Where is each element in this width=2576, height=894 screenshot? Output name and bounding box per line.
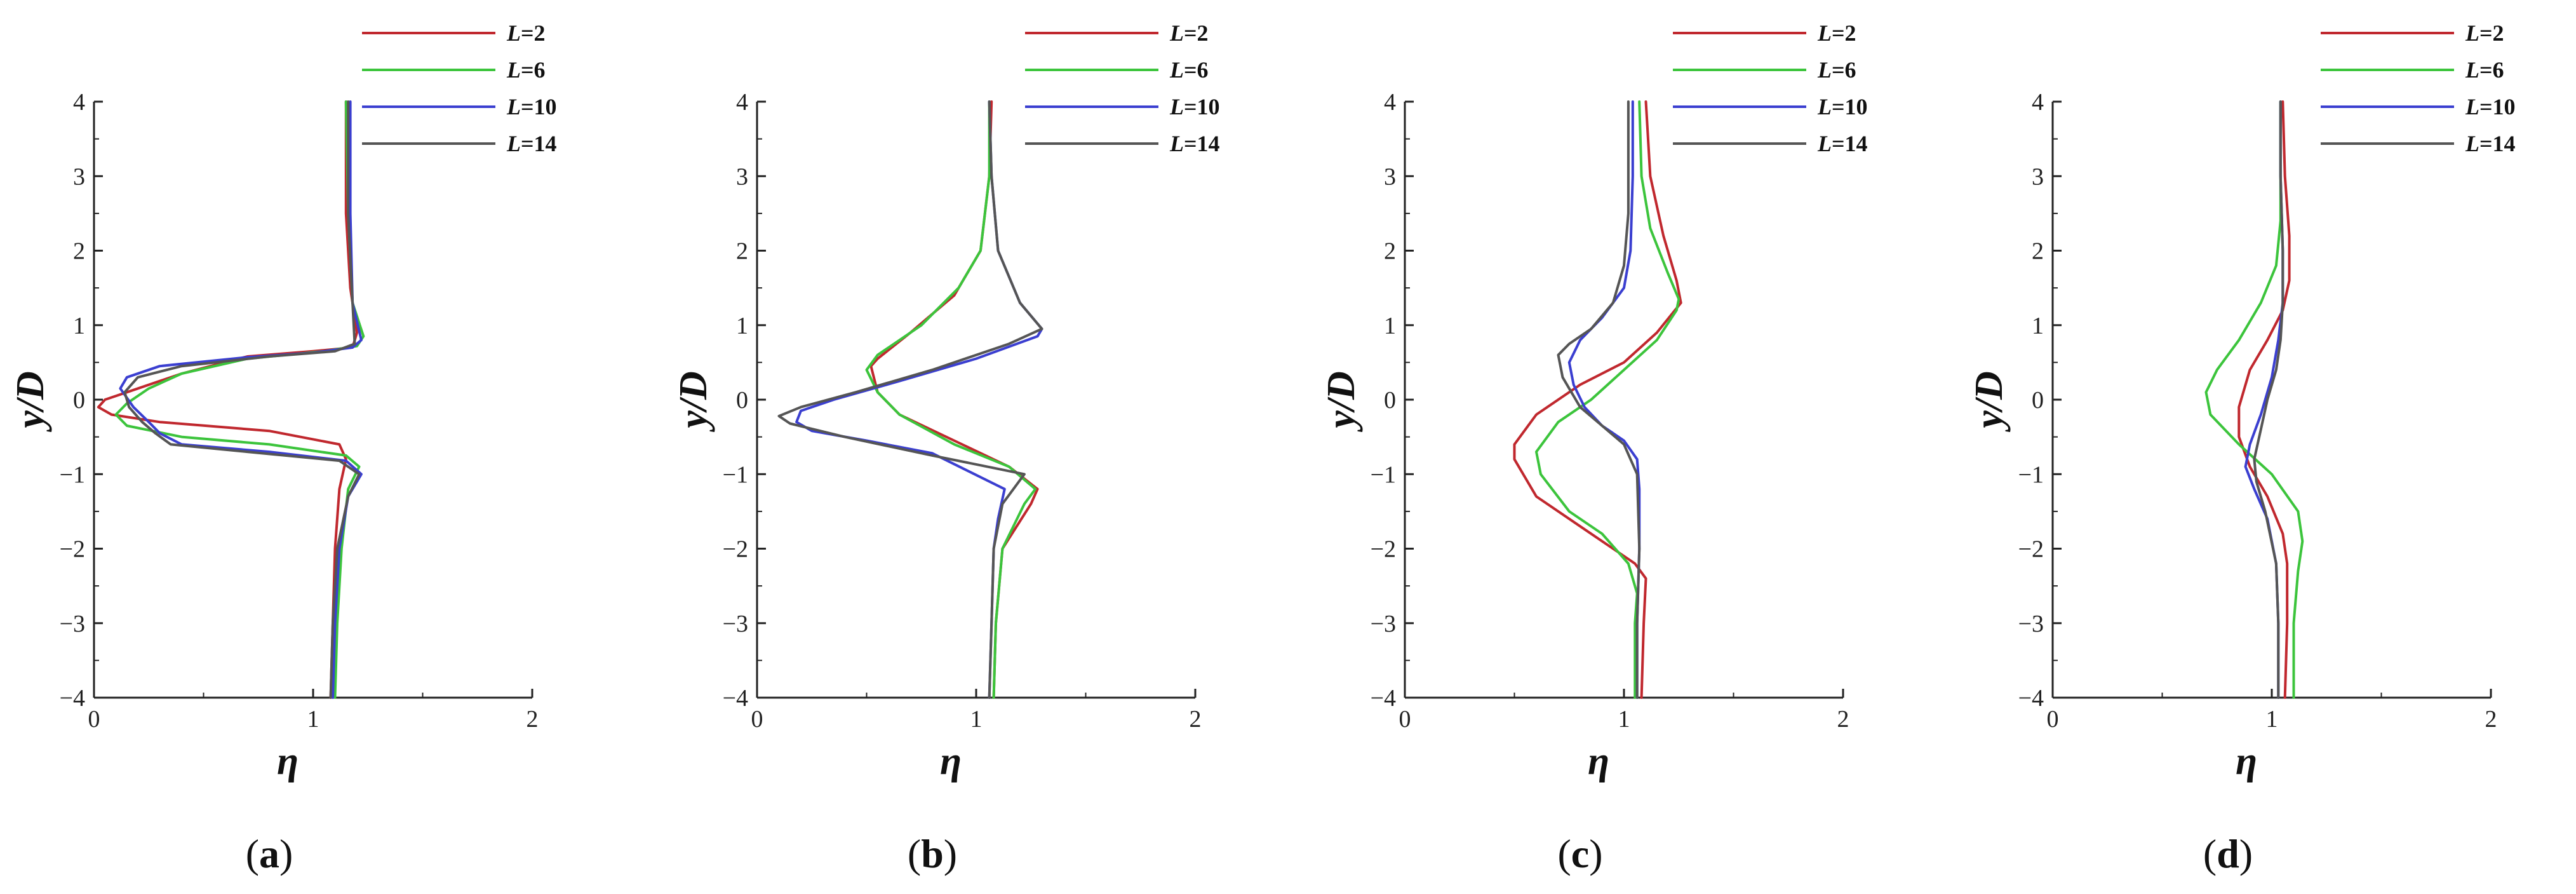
legend-label: L=2 [506,20,546,46]
y-tick-label: 0 [2032,387,2044,414]
y-tick-label: −3 [723,611,748,637]
y-tick-label: −4 [60,685,85,712]
y-tick-label: 1 [736,313,748,339]
legend-label: L=2 [1817,20,1856,46]
series-line-l-14 [2253,100,2284,699]
y-tick-label: −1 [1371,461,1396,488]
y-tick-label: −3 [2018,611,2044,637]
y-axis-title: y/D [672,371,715,433]
series-line-l-2 [869,100,1039,699]
x-axis-title: η [277,740,299,783]
x-tick-label: 1 [307,706,319,733]
panel-caption: (a) [246,831,293,876]
legend: L=2 L=6 L=10 L=14 [1025,20,1220,156]
panel-c: −4 −3 −2 −1 0 1 2 3 4 0 1 2 η y/D L=2 L=6 L=10 L=14 (c) [1320,20,1868,876]
legend-label: L=10 [1169,94,1220,119]
legend-label: L=2 [2465,20,2504,46]
legend-label: L=14 [1169,131,1220,156]
y-tick-label: 1 [73,313,85,339]
y-tick-label: −2 [2018,536,2044,563]
legend-label: L=6 [1169,57,1209,83]
y-tick-label: −3 [60,611,85,637]
series-line-l-14 [1557,100,1641,699]
panel-caption: (b) [908,831,957,876]
x-axis-title: η [1588,740,1609,783]
y-tick-label: −1 [2018,461,2044,488]
x-tick-label: 2 [1837,706,1849,733]
series-line-l-2 [2237,100,2291,699]
y-tick-label: 3 [73,163,85,190]
series-line-l-2 [1513,100,1682,699]
x-tick-label: 2 [1190,706,1202,733]
series-line-l-2 [97,100,358,699]
y-tick-label: −2 [723,536,748,563]
series-line-l-10 [119,100,363,699]
y-tick-label: 2 [1384,238,1396,265]
y-tick-label: 2 [736,238,748,265]
y-tick-label: 3 [1384,163,1396,190]
legend-label: L=10 [2465,94,2516,119]
y-tick-label: 1 [1384,313,1396,339]
panel-caption: (c) [1557,831,1602,876]
y-axis-title: y/D [9,371,52,433]
series-line-l-10 [795,100,1043,699]
x-axis-title: η [2236,740,2257,783]
x-tick-label: 1 [2266,706,2278,733]
y-tick-label: −4 [2018,685,2044,712]
y-tick-label: 3 [2032,163,2044,190]
x-tick-label: 1 [1618,706,1630,733]
x-tick-label: 2 [527,706,539,733]
y-tick-label: 2 [73,238,85,265]
series-line-l-14 [777,100,1043,699]
legend-label: L=10 [506,94,557,119]
y-tick-label: 4 [2032,89,2044,116]
legend: L=2 L=6 L=10 L=14 [362,20,557,156]
x-tick-label: 0 [2047,706,2059,733]
x-tick-label: 1 [970,706,983,733]
panel-b: −4 −3 −2 −1 0 1 2 3 4 0 1 2 η y/D L=2 L=6 L=10 L=14 (b) [672,20,1220,876]
y-tick-label: 0 [1384,387,1396,414]
x-tick-label: 0 [751,706,763,733]
legend-label: L=2 [1169,20,1209,46]
series-line-l-6 [1535,100,1680,699]
series-line-l-6 [114,100,365,699]
legend-label: L=6 [506,57,546,83]
legend: L=2 L=6 L=10 L=14 [1673,20,1868,156]
series-line-l-6 [2204,100,2304,699]
panel-caption: (d) [2203,831,2253,876]
y-tick-label: 0 [736,387,748,414]
panel-a: −4 −3 −2 −1 0 1 2 3 4 0 1 2 η y/D L=2 L=6 L=10 L=14 (a) [9,20,557,876]
y-tick-label: −2 [1371,536,1396,563]
y-tick-label: −4 [723,685,748,712]
y-tick-label: 4 [73,89,85,116]
y-axis-title: y/D [1968,371,2011,433]
legend-label: L=14 [1817,131,1868,156]
series-line-l-14 [123,100,361,699]
y-tick-label: 1 [2032,313,2044,339]
y-tick-label: 3 [736,163,748,190]
x-tick-label: 0 [1399,706,1411,733]
y-axis-title: y/D [1320,371,1363,433]
y-tick-label: −1 [723,461,748,488]
series-line-l-6 [865,100,1037,699]
x-tick-label: 0 [88,706,100,733]
y-tick-label: −1 [60,461,85,488]
y-tick-label: 4 [1384,89,1396,116]
legend-label: L=14 [2465,131,2516,156]
y-tick-label: 4 [736,89,748,116]
x-tick-label: 2 [2485,706,2497,733]
legend-label: L=10 [1817,94,1868,119]
legend-label: L=6 [1817,57,1856,83]
legend-label: L=6 [2465,57,2504,83]
y-tick-label: −4 [1371,685,1396,712]
legend-label: L=14 [506,131,557,156]
x-axis-title: η [940,740,962,783]
y-tick-label: −2 [60,536,85,563]
y-tick-label: 0 [73,387,85,414]
panel-d: −4 −3 −2 −1 0 1 2 3 4 0 1 2 η y/D L=2 L=6 L=10 L=14 (d) [1968,20,2516,876]
y-tick-label: 2 [2032,238,2044,265]
y-tick-label: −3 [1371,611,1396,637]
legend: L=2 L=6 L=10 L=14 [2321,20,2516,156]
